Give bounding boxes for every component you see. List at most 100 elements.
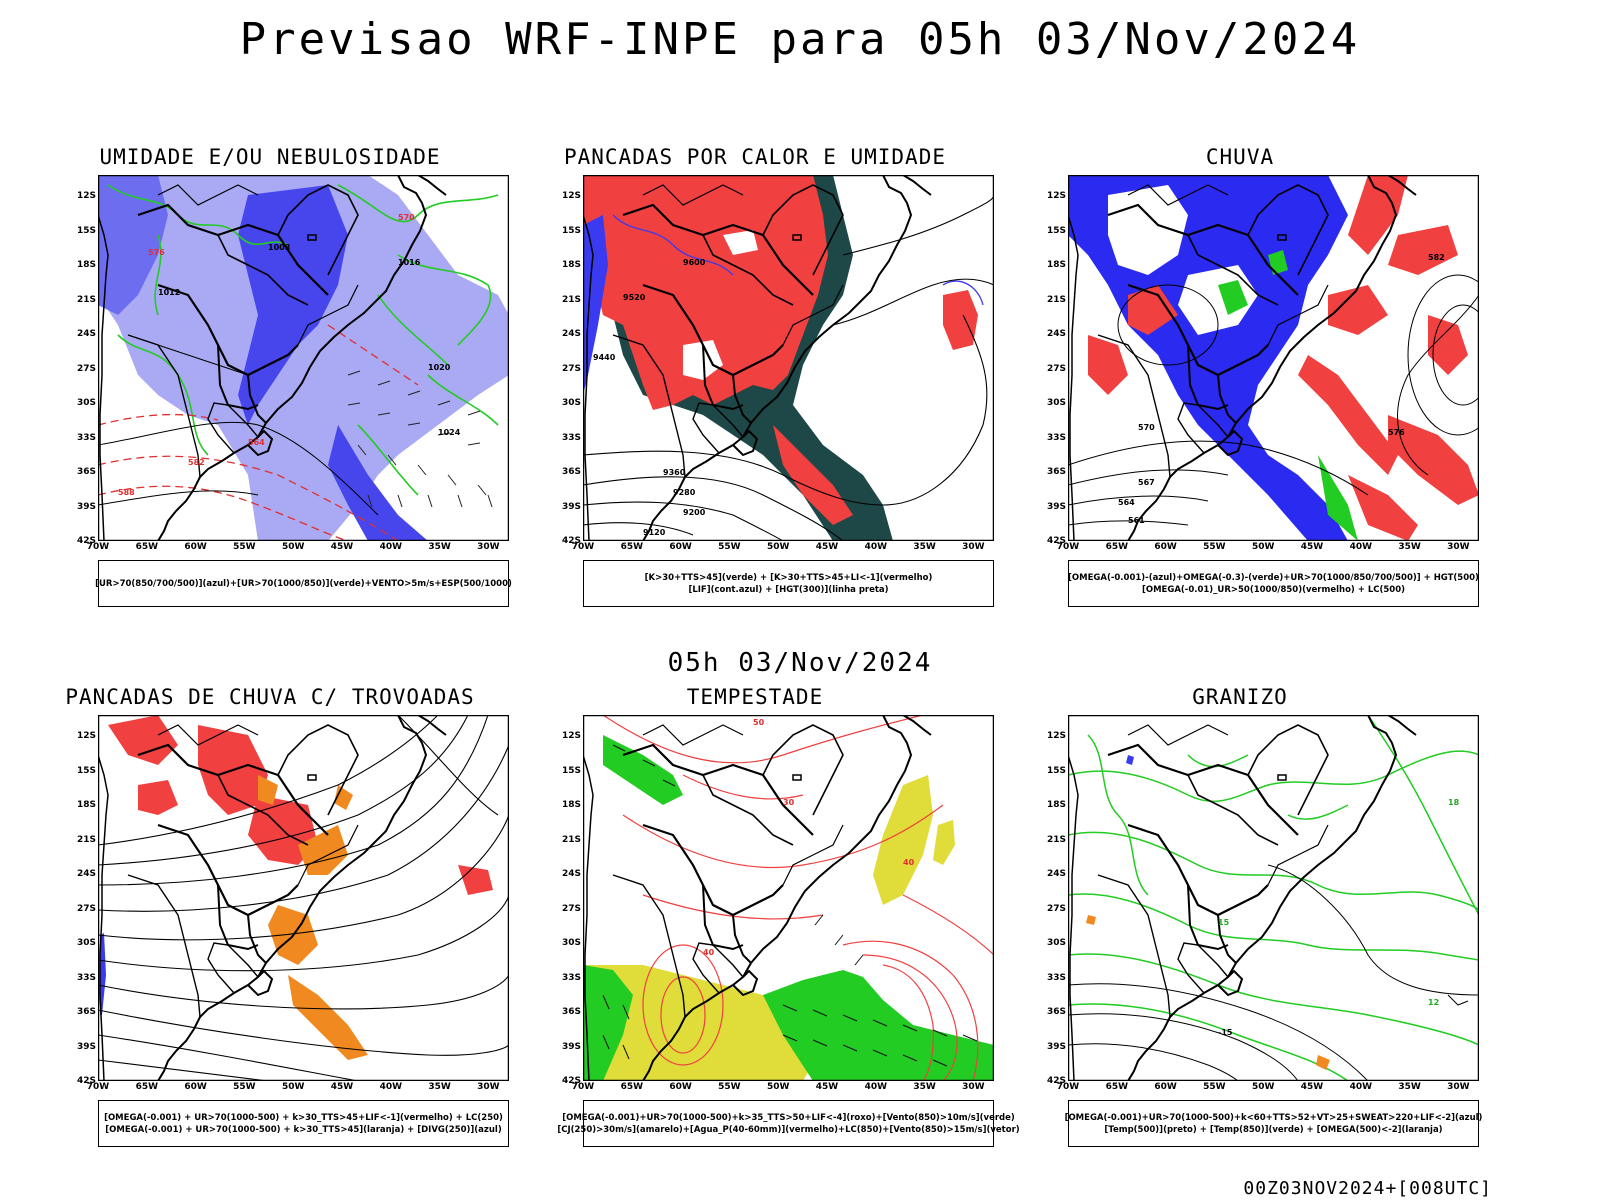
contour-label: 9200 bbox=[683, 508, 706, 517]
lon-tick-label: 35W bbox=[913, 542, 936, 552]
lon-tick-label: 35W bbox=[428, 542, 451, 552]
map-chuva: 582 576 570 567 564 561 bbox=[1068, 175, 1479, 541]
lon-tick-label: 55W bbox=[233, 1082, 256, 1092]
lat-tick-label: 18S bbox=[76, 260, 96, 270]
contour-label: 1016 bbox=[398, 258, 421, 267]
lon-tick-label: 65W bbox=[135, 1082, 159, 1092]
lat-tick-label: 27S bbox=[1046, 903, 1066, 914]
lat-tick-label: 24S bbox=[561, 329, 581, 339]
lon-tick-label: 70W bbox=[86, 542, 110, 552]
lon-tick-label: 45W bbox=[1300, 1082, 1324, 1092]
legend: [OMEGA(-0.001) + UR>70(1000-500) + k>30_… bbox=[98, 1100, 509, 1147]
contour-label: 9520 bbox=[623, 293, 646, 302]
lon-tick-label: 70W bbox=[86, 1082, 110, 1092]
legend: [OMEGA(-0.001)-(azul)+OMEGA(-0.3)-(verde… bbox=[1068, 560, 1479, 607]
contour-label: 564 bbox=[1118, 498, 1135, 507]
panel-title: TEMPESTADE bbox=[686, 685, 824, 709]
legend: [UR>70(850/700/500)](azul)+[UR>70(1000/8… bbox=[95, 560, 512, 607]
legend: [K>30+TTS>45](verde) + [K>30+TTS>45+LI<-… bbox=[583, 560, 994, 607]
black-500-temp-contours bbox=[1068, 864, 1479, 1081]
lat-tick-label: 42S bbox=[1046, 1076, 1066, 1086]
lat-tick-label: 21S bbox=[76, 834, 96, 845]
lon-tick-label: 35W bbox=[913, 1082, 936, 1092]
contour-label: 9280 bbox=[673, 488, 696, 497]
lat-tick-label: 12S bbox=[1046, 191, 1066, 201]
lat-tick-label: 39S bbox=[76, 1041, 96, 1052]
legend-line: [LIF](cont.azul) + [HGT(300)](linha pret… bbox=[688, 584, 889, 595]
lon-tick-label: 30W bbox=[962, 542, 985, 552]
lon-tick-label: 55W bbox=[233, 542, 256, 552]
lat-tick-label: 15S bbox=[1046, 765, 1066, 776]
contour-label: 1008 bbox=[268, 243, 291, 252]
lon-tick-label: 55W bbox=[718, 1082, 741, 1092]
lon-tick-label: 55W bbox=[1203, 542, 1226, 552]
contour-label: 582 bbox=[1428, 253, 1445, 262]
lat-tick-label: 18S bbox=[561, 260, 581, 270]
legend-line: [OMEGA(-0.001) + UR>70(1000-500) + k>30_… bbox=[105, 1124, 502, 1135]
forecast-time: 05h 03/Nov/2024 bbox=[667, 648, 933, 678]
lat-tick-label: 36S bbox=[1046, 467, 1066, 477]
lat-tick-label: 18S bbox=[1046, 260, 1066, 270]
lon-tick-label: 30W bbox=[477, 1082, 500, 1092]
legend-line: [OMEGA(-0.001)+UR>70(1000-500)+k>35_TTS>… bbox=[562, 1112, 1015, 1123]
lat-tick-label: 21S bbox=[1046, 294, 1066, 305]
lat-tick-label: 42S bbox=[76, 1076, 96, 1086]
panel-title: PANCADAS POR CALOR E UMIDADE bbox=[563, 145, 946, 169]
panel-title: PANCADAS DE CHUVA C/ TROVOADAS bbox=[65, 685, 475, 709]
lon-tick-label: 65W bbox=[620, 1082, 644, 1092]
wind-vectors bbox=[602, 744, 978, 1067]
legend-line: [OMEGA(-0.001) + UR>70(1000-500) + k>30_… bbox=[104, 1112, 503, 1123]
lat-tick-label: 42S bbox=[76, 536, 96, 546]
lon-tick-label: 55W bbox=[1203, 1082, 1226, 1092]
contour-label: 588 bbox=[118, 488, 135, 497]
lat-tick-label: 42S bbox=[561, 536, 581, 546]
contour-label: 582 bbox=[188, 458, 205, 467]
lat-tick-label: 39S bbox=[1046, 1041, 1066, 1052]
lon-tick-label: 45W bbox=[330, 1082, 354, 1092]
contour-label: 1024 bbox=[438, 428, 461, 437]
legend-line: [K>30+TTS>45](verde) + [K>30+TTS>45+LI<-… bbox=[644, 572, 933, 583]
contour-label: -15 bbox=[1218, 1028, 1233, 1037]
panel-trovoadas: PANCADAS DE CHUVA C/ TROVOADAS bbox=[30, 685, 510, 1190]
lat-tick-label: 33S bbox=[76, 432, 96, 443]
lon-tick-label: 40W bbox=[864, 542, 888, 552]
lat-tick-label: 33S bbox=[76, 972, 96, 983]
contour-label: 570 bbox=[398, 213, 415, 222]
contour-label: 30 bbox=[783, 798, 795, 807]
green-wind-region bbox=[763, 970, 994, 1081]
lat-tick-label: 30S bbox=[1046, 398, 1066, 408]
height-contours bbox=[1068, 274, 1479, 526]
legend: [OMEGA(-0.001)+UR>70(1000-500)+k<60+TTS>… bbox=[1065, 1100, 1482, 1147]
lat-tick-label: 36S bbox=[76, 1007, 96, 1017]
panel-umidade: UMIDADE E/OU NEBULOSIDADE bbox=[30, 145, 512, 650]
streamlines bbox=[98, 715, 509, 1081]
lon-tick-label: 60W bbox=[1154, 1082, 1177, 1092]
panel-pancadas-calor: PANCADAS POR CALOR E UMIDADE bbox=[515, 145, 995, 650]
lon-tick-label: 55W bbox=[718, 542, 741, 552]
lon-tick-label: 70W bbox=[571, 542, 595, 552]
lat-tick-label: 30S bbox=[561, 398, 581, 408]
lon-tick-label: 45W bbox=[330, 542, 354, 552]
contour-label: 561 bbox=[1128, 516, 1145, 525]
legend-line: [Temp(500)](preto) + [Temp(850)](verde) … bbox=[1104, 1124, 1443, 1135]
lon-tick-label: 70W bbox=[1056, 1082, 1080, 1092]
lon-tick-label: 50W bbox=[766, 1082, 790, 1092]
lat-tick-label: 27S bbox=[1046, 363, 1066, 374]
contour-label: 40 bbox=[903, 858, 915, 867]
red-thickness-contours bbox=[98, 324, 419, 541]
lon-tick-label: 65W bbox=[1105, 542, 1129, 552]
panel-tempestade: TEMPESTADE bbox=[515, 685, 1020, 1190]
lat-tick-label: 36S bbox=[561, 1007, 581, 1017]
lon-tick-label: 35W bbox=[428, 1082, 451, 1092]
lon-tick-label: 70W bbox=[1056, 542, 1080, 552]
lat-tick-label: 30S bbox=[76, 398, 96, 408]
legend-line: [OMEGA(-0.01)_UR>50(1000/850)(vermelho) … bbox=[1141, 584, 1406, 595]
contour-label: 564 bbox=[248, 438, 265, 447]
legend-line: [UR>70(850/700/500)](azul)+[UR>70(1000/8… bbox=[95, 578, 512, 589]
panel-title: UMIDADE E/OU NEBULOSIDADE bbox=[99, 145, 441, 169]
lat-tick-label: 27S bbox=[561, 903, 581, 914]
lat-tick-label: 15S bbox=[76, 225, 96, 236]
legend: [OMEGA(-0.001)+UR>70(1000-500)+k>35_TTS>… bbox=[557, 1100, 1020, 1147]
panel-title: GRANIZO bbox=[1192, 685, 1288, 709]
legend-line: [CJ(250)>30m/s](amarelo)+[Agua_P(40-60mm… bbox=[557, 1124, 1020, 1135]
